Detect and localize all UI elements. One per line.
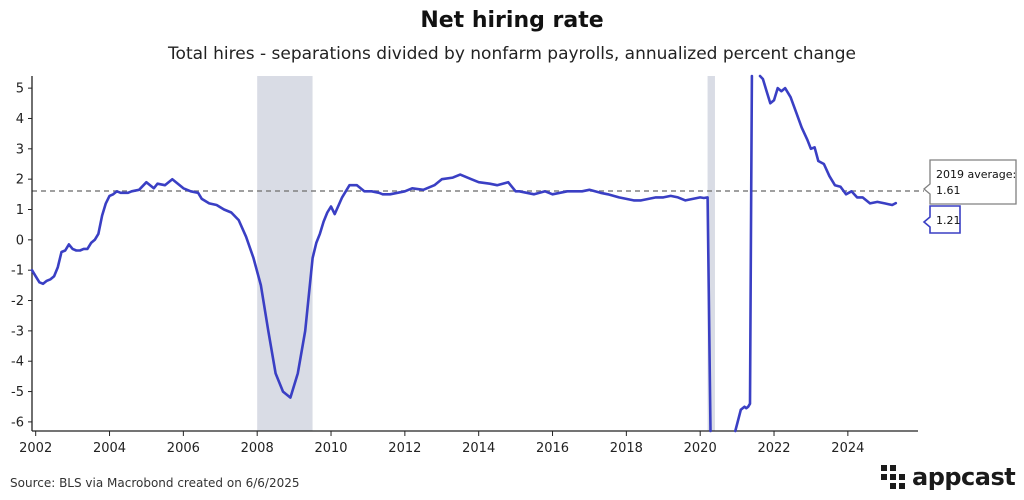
y-tick-label: -3 bbox=[11, 324, 24, 339]
y-tick-label: 0 bbox=[16, 233, 24, 248]
recession-band-1 bbox=[257, 76, 313, 431]
y-tick-label: -2 bbox=[11, 294, 24, 309]
recession-band-2 bbox=[707, 76, 715, 431]
chart-subtitle: Total hires - separations divided by non… bbox=[168, 44, 856, 64]
x-tick-label: 2016 bbox=[536, 441, 569, 456]
reference-callout-line2: 1.61 bbox=[936, 184, 961, 197]
y-tick-label: 3 bbox=[16, 142, 24, 157]
y-tick-label: 2 bbox=[16, 173, 24, 188]
axes: 5 4 3 2 1 0 -1 -2 -3 -4 -5 -6 2002 2004 2006 2008 2010 20… bbox=[11, 76, 918, 456]
x-tick-label: 2004 bbox=[93, 441, 126, 456]
y-tick-label: 1 bbox=[16, 203, 24, 218]
recession-bands bbox=[257, 76, 715, 431]
x-tick-label: 2020 bbox=[684, 441, 717, 456]
reference-callout: 2019 average: 1.61 bbox=[922, 159, 1017, 205]
last-value-callout-box bbox=[922, 205, 961, 234]
x-tick-label: 2018 bbox=[610, 441, 643, 456]
y-tick-label: -5 bbox=[11, 385, 24, 400]
y-tick-label: 4 bbox=[16, 112, 24, 127]
reference-callout-box bbox=[922, 159, 1017, 205]
last-value-callout: 1.21 bbox=[922, 205, 961, 234]
series-line-segment-1 bbox=[30, 173, 712, 433]
x-tick-label: 2010 bbox=[314, 441, 347, 456]
chart-title: Net hiring rate bbox=[420, 8, 604, 33]
appcast-mark-icon bbox=[881, 465, 905, 489]
x-tick-label: 2006 bbox=[167, 441, 200, 456]
x-tick-label: 2002 bbox=[19, 441, 52, 456]
data-series bbox=[30, 74, 898, 433]
logo-wordmark: appcast bbox=[912, 463, 1016, 491]
y-tick-label: -4 bbox=[11, 355, 24, 370]
y-tick-label: 5 bbox=[16, 82, 24, 97]
appcast-logo: appcast bbox=[880, 463, 1016, 491]
last-value-label: 1.21 bbox=[936, 214, 961, 227]
x-tick-label: 2024 bbox=[831, 441, 864, 456]
x-tick-label: 2008 bbox=[241, 441, 274, 456]
x-tick-label: 2014 bbox=[462, 441, 495, 456]
series-line-segment-2 bbox=[734, 74, 754, 433]
y-tick-label: -1 bbox=[11, 264, 24, 279]
y-tick-label: -6 bbox=[11, 415, 24, 430]
x-tick-label: 2012 bbox=[388, 441, 421, 456]
reference-callout-line1: 2019 average: bbox=[936, 168, 1016, 181]
source-note: Source: BLS via Macrobond created on 6/6… bbox=[10, 476, 300, 490]
series-line-segment-3 bbox=[758, 74, 898, 207]
x-tick-label: 2022 bbox=[757, 441, 790, 456]
